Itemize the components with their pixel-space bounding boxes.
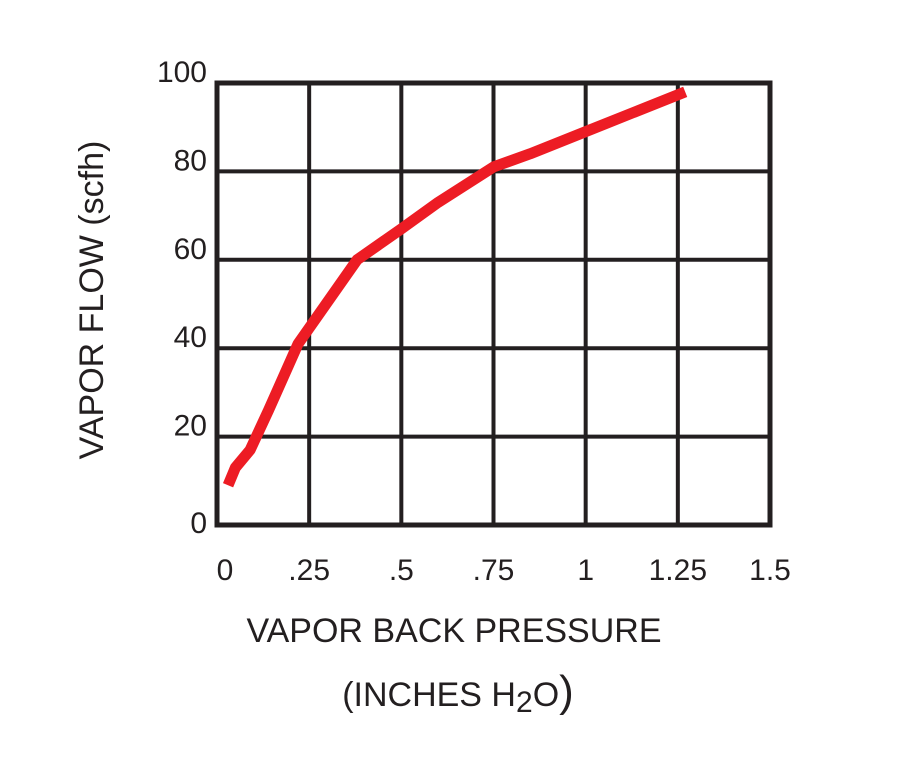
y-tick-label: 0 xyxy=(190,507,207,540)
y-tick-label: 40 xyxy=(174,321,207,354)
y-tick-label: 80 xyxy=(174,144,207,177)
series-layer xyxy=(222,86,688,488)
y-tick-label: 100 xyxy=(157,56,207,89)
y-axis-label: VAPOR FLOW (scfh) xyxy=(73,141,111,460)
x-tick-label: 1.25 xyxy=(649,554,707,587)
x-tick-label: .5 xyxy=(389,554,414,587)
x-axis-ticks: 0 .25 .5 .75 1 1.25 1.5 xyxy=(217,554,791,587)
grid-lines xyxy=(217,83,770,525)
y-tick-label: 60 xyxy=(174,233,207,266)
x-axis-unit-label: (INCHES H2O) xyxy=(342,667,574,719)
x-axis-label: VAPOR BACK PRESSURE xyxy=(246,612,661,650)
y-axis-ticks: 0 20 40 60 80 100 xyxy=(157,56,207,540)
x-tick-label: 0 xyxy=(217,554,234,587)
x-tick-label: .25 xyxy=(288,554,330,587)
x-tick-label: 1.5 xyxy=(749,554,791,587)
plot-frame xyxy=(214,80,773,528)
vapor-flow-series-line xyxy=(222,86,688,488)
x-tick-label: 1 xyxy=(577,554,594,587)
y-tick-label: 20 xyxy=(174,410,207,443)
x-tick-label: .75 xyxy=(473,554,515,587)
